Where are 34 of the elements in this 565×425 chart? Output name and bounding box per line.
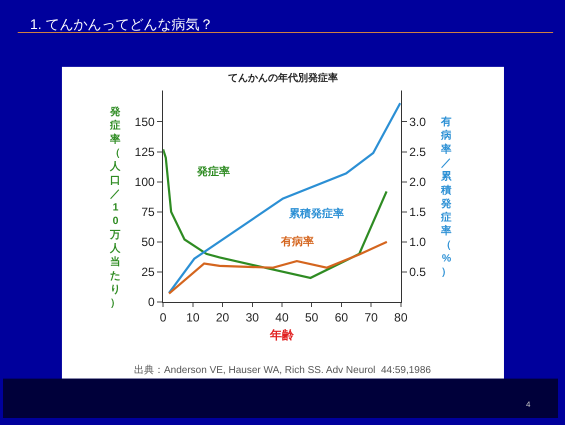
x-tick-label: 0	[160, 310, 167, 324]
series-label: 有病率	[280, 235, 314, 248]
text: 発症率	[196, 165, 230, 178]
x-tick-label: 60	[334, 310, 348, 324]
line-series	[163, 148, 388, 280]
text: 発症率（人口／10万人当たり）	[110, 106, 121, 310]
y-tick-label: 75	[141, 205, 156, 220]
y-tick-label: 125	[134, 144, 156, 159]
x-tick-label: 20	[216, 310, 230, 324]
x-tick-label: 70	[364, 310, 378, 324]
text: 4	[526, 400, 531, 409]
y2-tick-label: 1.0	[409, 235, 426, 250]
chart-title: 1. てんかんってどんな病気？	[30, 16, 214, 32]
y2-tick-label: 3.0	[409, 114, 426, 129]
y-tick-label: 100	[134, 174, 156, 189]
y-tick-label: 25	[141, 265, 156, 280]
y2-tick-label: 0.5	[409, 265, 426, 280]
y-tick-label: 150	[134, 114, 156, 129]
source-note: 出典：Anderson VE, Hauser WA, Rich SS. Adv Neurol 44:59,1986	[134, 364, 432, 376]
x-tick-label: 40	[275, 310, 289, 324]
x-tick-label: 80	[394, 310, 408, 324]
y2-tick-label: 2.0	[409, 174, 426, 189]
text: 有病率／累積発症率（%）	[441, 116, 452, 278]
y-tick-label: 0	[148, 295, 156, 310]
x-tick-label: 10	[186, 310, 200, 324]
y2-tick-label: 1.5	[409, 205, 426, 220]
x-tick-label: 50	[305, 310, 319, 324]
y2-tick-label: 2.5	[409, 144, 426, 159]
series-label: 累積発症率	[288, 207, 344, 220]
x-tick-label: 30	[246, 310, 260, 324]
y-tick-label: 50	[141, 235, 156, 250]
x-axis-title: 年齢	[269, 328, 295, 342]
line-series	[168, 102, 401, 294]
chart-subtitle: てんかんの年代別発症率	[228, 72, 338, 84]
